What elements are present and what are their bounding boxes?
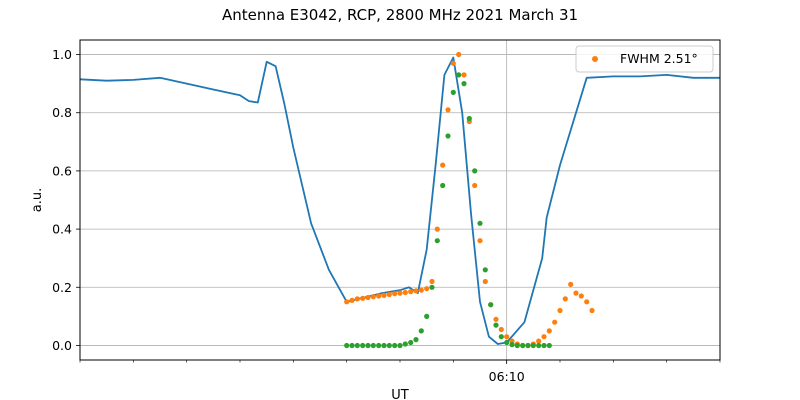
green-data-point (424, 313, 430, 319)
orange-data-point (445, 107, 451, 113)
orange-data-point (408, 289, 414, 295)
orange-data-point (552, 319, 558, 325)
green-data-point (466, 115, 472, 122)
legend: FWHM 2.51° (575, 45, 714, 73)
green-data-point (525, 342, 531, 349)
green-data-point (365, 342, 371, 349)
green-data-point (504, 339, 510, 346)
orange-data-point (344, 299, 350, 305)
green-data-point (477, 220, 483, 226)
y-tick-label: 0.6 (52, 163, 72, 178)
axes-frame (79, 39, 721, 361)
green-data-point (397, 342, 403, 349)
orange-data-point (381, 292, 387, 298)
green-data-point (392, 342, 398, 349)
green-data-point (493, 322, 499, 328)
chart-title: Antenna E3042, RCP, 2800 MHz 2021 March … (222, 6, 578, 24)
orange-data-point (472, 182, 478, 189)
axis-ticks: 0.0 0.2 0.4 0.6 0.8 1.0 06:10 (52, 47, 721, 384)
orange-data-point (578, 293, 584, 299)
orange-data-point (354, 296, 360, 302)
green-data-point (360, 342, 366, 349)
green-data-point (445, 133, 451, 139)
green-data-point (370, 342, 376, 349)
green-data-point (344, 342, 350, 349)
green-data-point (509, 342, 515, 348)
y-tick-label: 0.2 (52, 280, 72, 295)
green-data-point (429, 284, 435, 290)
orange-data-point (541, 334, 547, 340)
y-tick-label: 0.4 (52, 222, 72, 237)
orange-data-point (450, 60, 456, 66)
orange-data-point (397, 290, 403, 296)
orange-data-point (461, 72, 467, 78)
green-data-point (381, 342, 387, 349)
orange-data-point (386, 291, 392, 298)
orange-data-point (365, 294, 371, 301)
orange-data-point (498, 326, 504, 333)
orange-data-point (589, 307, 595, 314)
orange-data-point (482, 278, 488, 285)
orange-data-point (477, 238, 483, 244)
green-data-point (450, 89, 456, 95)
series-line (79, 56, 720, 345)
orange-data-point (402, 289, 408, 296)
orange-data-point (370, 294, 376, 300)
orange-data-point (392, 291, 398, 297)
orange-data-point (546, 328, 552, 334)
green-data-point (413, 337, 419, 343)
green-data-point (440, 182, 446, 189)
green-data-point (546, 342, 552, 349)
green-data-point (498, 334, 504, 340)
orange-data-point (493, 316, 499, 322)
orange-data-point (573, 290, 579, 296)
green-data-point (530, 342, 536, 349)
green-data-point (488, 302, 494, 308)
orange-data-point (376, 293, 382, 299)
orange-data-point (418, 287, 424, 293)
green-data-point (408, 339, 414, 346)
green-data-point (541, 342, 547, 349)
orange-data-point (360, 295, 366, 301)
orange-data-point (536, 338, 542, 344)
orange-data-point (584, 299, 590, 305)
legend-label: FWHM 2.51° (620, 51, 698, 66)
green-data-point (482, 267, 488, 273)
green-data-point (456, 72, 462, 78)
plot-area (79, 51, 720, 349)
y-tick-label: 0.0 (52, 338, 72, 353)
green-data-point (354, 342, 360, 349)
x-axis-label: UT (391, 388, 409, 400)
green-data-point (434, 238, 440, 244)
grid (80, 40, 720, 360)
orange-data-point (413, 288, 419, 294)
green-data-point (386, 342, 392, 349)
green-data-point (376, 342, 382, 349)
legend-box (575, 45, 714, 73)
green-data-point (536, 342, 542, 349)
orange-data-point (424, 286, 430, 292)
y-tick-label: 1.0 (52, 47, 72, 62)
orange-data-point (504, 334, 510, 340)
green-data-point (349, 342, 355, 349)
orange-data-point (568, 281, 574, 287)
y-axis-label: a.u. (30, 188, 45, 212)
orange-data-point (562, 296, 568, 302)
orange-data-point (456, 51, 462, 58)
x-tick-label: 06:10 (489, 369, 525, 384)
green-data-point (402, 341, 408, 347)
green-data-point (461, 81, 467, 87)
legend-marker-dot (592, 56, 598, 62)
y-tick-label: 0.8 (52, 105, 72, 120)
green-data-point (418, 328, 424, 334)
green-data-point (514, 342, 520, 349)
orange-data-point (349, 297, 355, 303)
orange-data-point (440, 162, 446, 168)
green-data-point (472, 168, 478, 174)
orange-data-point (429, 278, 435, 285)
orange-data-point (434, 226, 440, 232)
green-data-point (520, 342, 526, 349)
orange-data-point (557, 307, 563, 314)
